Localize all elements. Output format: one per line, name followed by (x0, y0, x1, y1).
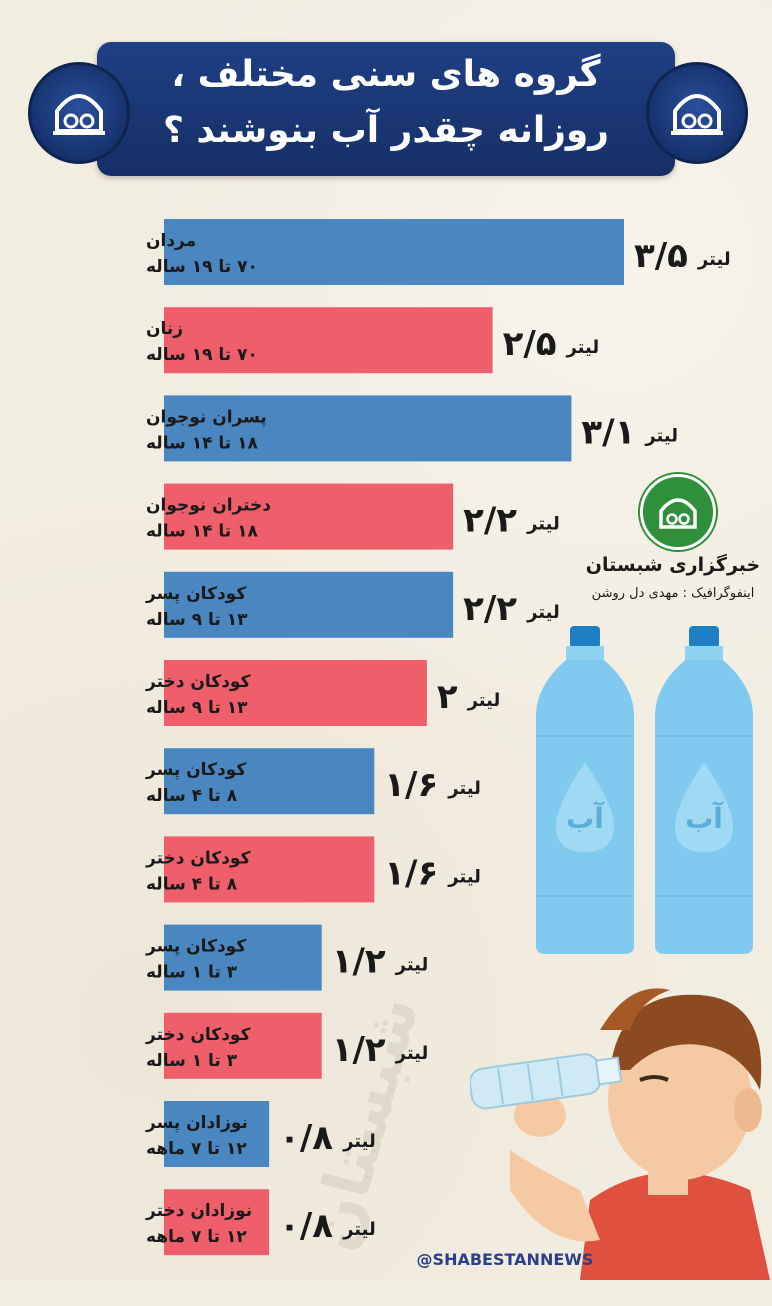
unit-label: لیتر (697, 249, 731, 270)
bar (164, 748, 375, 815)
value-label: ۱/۶ (384, 853, 438, 893)
unit-label: لیتر (342, 1131, 376, 1152)
bar (164, 924, 322, 991)
age-label: ۱۸ تا ۱۴ ساله (146, 522, 258, 542)
unit-label: لیتر (565, 337, 599, 358)
bar (164, 571, 454, 638)
social-handle: @SHABESTANNEWS (416, 1250, 594, 1269)
unit-label: لیتر (395, 1043, 429, 1064)
category-label: زنان (146, 319, 183, 339)
mosque-emblem-icon (28, 62, 130, 164)
bar (164, 1101, 270, 1167)
age-label: ۱۸ تا ۱۴ ساله (146, 433, 258, 453)
category-label: کودکان دختر (145, 1025, 251, 1045)
age-label: ۳ تا ۱ ساله (146, 963, 238, 983)
bar (164, 483, 454, 550)
value-label: ۳/۱ (581, 412, 635, 452)
category-label: کودکان دختر (145, 848, 251, 868)
water-bottle-icon: آب (532, 626, 638, 956)
mosque-emblem-icon (646, 62, 748, 164)
bar (164, 1189, 270, 1256)
bar (164, 307, 493, 374)
shabestan-logo-icon (640, 474, 716, 550)
category-label: نوزادان دختر (145, 1201, 252, 1221)
category-label: نوزادان پسر (145, 1113, 248, 1133)
water-bottle-icon: آب (651, 626, 757, 956)
unit-label: لیتر (447, 866, 481, 887)
category-label: مردان (146, 231, 196, 251)
unit-label: لیتر (644, 425, 678, 446)
category-label: کودکان پسر (145, 760, 246, 780)
bar (164, 395, 572, 462)
age-label: ۱۳ تا ۹ ساله (146, 610, 248, 630)
title-line-2: روزانه چقدر آب بنوشند ؟ (162, 110, 610, 151)
title-banner: گروه های سنی مختلف ، روزانه چقدر آب بنوش… (97, 42, 675, 176)
value-label: ۲/۲ (463, 501, 517, 541)
value-label: ۱/۲ (332, 1030, 386, 1070)
bottle-label: آب (566, 802, 604, 835)
unit-label: لیتر (526, 514, 560, 535)
bar (164, 660, 427, 726)
age-label: ۳ تا ۱ ساله (146, 1051, 238, 1071)
value-label: ۲ (437, 677, 458, 717)
value-label: ۱/۲ (332, 942, 386, 982)
boy-drinking-icon (470, 988, 770, 1280)
title-line-1: گروه های سنی مختلف ، (171, 54, 601, 95)
infographic-credit: اینفوگرافیک : مهدی دل روشن (591, 586, 755, 601)
age-label: ۷۰ تا ۱۹ ساله (146, 345, 258, 365)
age-label: ۱۲ تا ۷ ماهه (146, 1227, 247, 1247)
unit-label: لیتر (467, 690, 501, 711)
bar (164, 1012, 322, 1079)
age-label: ۸ تا ۴ ساله (146, 874, 238, 894)
value-label: ۲/۲ (463, 589, 517, 629)
value-label: ۳/۵ (634, 236, 688, 276)
age-label: ۸ تا ۴ ساله (146, 786, 238, 806)
unit-label: لیتر (395, 955, 429, 976)
unit-label: لیتر (342, 1219, 376, 1240)
bar (164, 836, 375, 903)
value-label: ۱/۶ (384, 765, 438, 805)
category-label: پسران نوجوان (146, 407, 267, 427)
category-label: کودکان پسر (145, 937, 246, 957)
value-label: ۰/۸ (279, 1118, 333, 1158)
bar (164, 219, 624, 285)
age-label: ۱۲ تا ۷ ماهه (146, 1139, 247, 1159)
value-label: ۰/۸ (279, 1206, 333, 1246)
unit-label: لیتر (526, 602, 560, 623)
brand-name: خبرگزاری شبستان (585, 554, 761, 576)
category-label: کودکان پسر (145, 584, 246, 604)
category-label: کودکان دختر (145, 672, 251, 692)
category-label: دختران نوجوان (146, 496, 271, 516)
value-label: ۲/۵ (503, 324, 557, 364)
age-label: ۷۰ تا ۱۹ ساله (146, 257, 258, 277)
age-label: ۱۳ تا ۹ ساله (146, 698, 248, 718)
unit-label: لیتر (447, 778, 481, 799)
bottle-label: آب (685, 802, 723, 835)
